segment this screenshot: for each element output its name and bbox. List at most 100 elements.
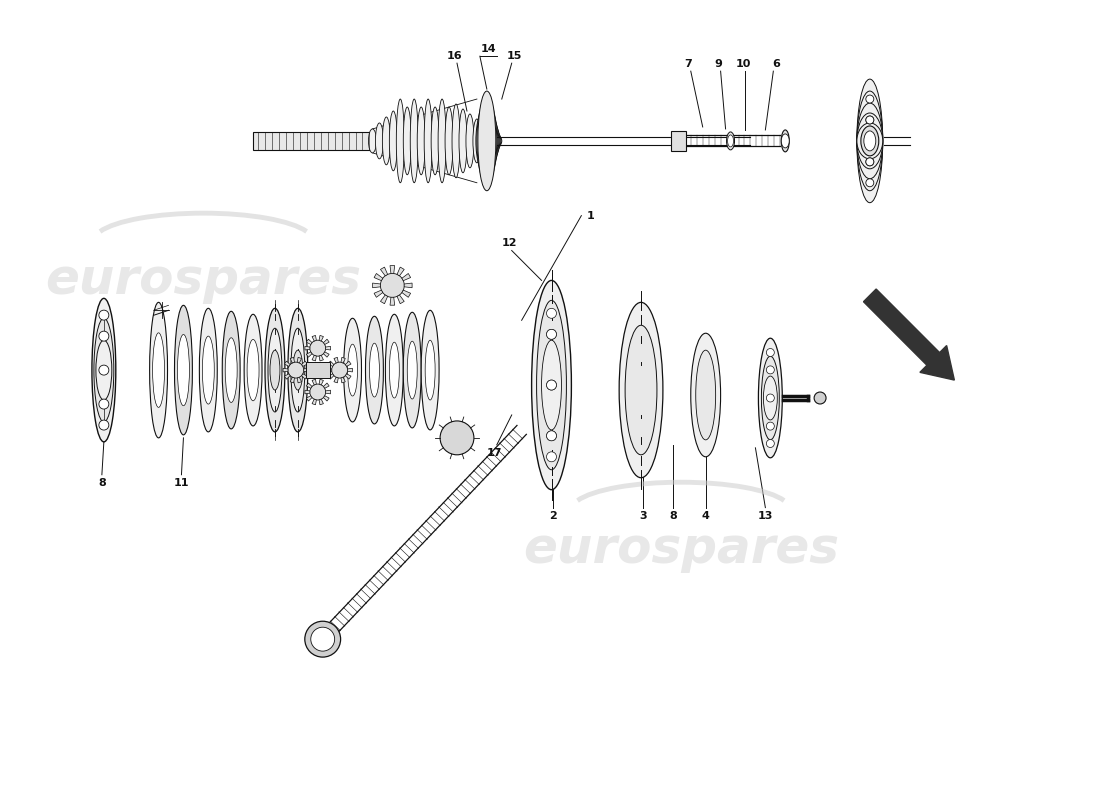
Ellipse shape: [866, 178, 873, 186]
Ellipse shape: [547, 330, 557, 339]
Text: 6: 6: [772, 59, 780, 69]
Ellipse shape: [625, 326, 657, 455]
Ellipse shape: [425, 99, 432, 182]
Ellipse shape: [452, 104, 460, 178]
Polygon shape: [327, 368, 332, 372]
Ellipse shape: [375, 123, 384, 159]
Ellipse shape: [767, 422, 774, 430]
Polygon shape: [312, 399, 317, 405]
Polygon shape: [345, 374, 351, 379]
Circle shape: [288, 362, 304, 378]
Polygon shape: [390, 266, 395, 274]
Ellipse shape: [202, 336, 215, 404]
Polygon shape: [312, 355, 317, 361]
Ellipse shape: [814, 392, 826, 404]
Polygon shape: [312, 379, 317, 385]
Ellipse shape: [368, 129, 376, 153]
Text: 5: 5: [539, 302, 547, 312]
Text: 17: 17: [487, 448, 503, 458]
Ellipse shape: [531, 281, 571, 490]
Ellipse shape: [857, 123, 883, 159]
Ellipse shape: [293, 350, 303, 390]
Circle shape: [381, 274, 405, 298]
Ellipse shape: [477, 91, 496, 190]
Ellipse shape: [365, 316, 384, 424]
Text: 8: 8: [669, 510, 676, 521]
Ellipse shape: [727, 135, 734, 147]
Ellipse shape: [410, 99, 418, 182]
Polygon shape: [319, 355, 323, 361]
Polygon shape: [323, 383, 329, 388]
Ellipse shape: [547, 380, 557, 390]
Polygon shape: [397, 267, 404, 276]
Polygon shape: [319, 335, 323, 341]
Ellipse shape: [473, 119, 481, 163]
Text: 15: 15: [507, 51, 522, 61]
Ellipse shape: [92, 298, 116, 442]
Text: 16: 16: [447, 51, 462, 61]
Polygon shape: [283, 368, 288, 372]
Ellipse shape: [474, 119, 499, 163]
Text: 3: 3: [639, 510, 647, 521]
Polygon shape: [306, 352, 312, 357]
Ellipse shape: [417, 107, 426, 174]
Ellipse shape: [547, 380, 557, 390]
FancyArrow shape: [864, 289, 955, 380]
Ellipse shape: [244, 314, 262, 426]
Polygon shape: [285, 374, 290, 379]
Ellipse shape: [99, 331, 109, 341]
Polygon shape: [348, 368, 352, 372]
Polygon shape: [345, 361, 351, 366]
Ellipse shape: [265, 308, 285, 432]
Ellipse shape: [94, 318, 113, 422]
Polygon shape: [381, 295, 387, 304]
Ellipse shape: [619, 302, 663, 478]
Ellipse shape: [547, 431, 557, 441]
Ellipse shape: [290, 328, 305, 412]
Ellipse shape: [866, 158, 873, 166]
Ellipse shape: [727, 132, 735, 150]
Ellipse shape: [426, 340, 436, 400]
Ellipse shape: [343, 318, 362, 422]
Polygon shape: [301, 361, 307, 366]
Polygon shape: [305, 390, 310, 394]
Ellipse shape: [781, 134, 789, 148]
Text: 11: 11: [174, 478, 189, 488]
Ellipse shape: [864, 131, 876, 151]
Polygon shape: [312, 335, 317, 341]
Polygon shape: [328, 374, 334, 379]
Ellipse shape: [407, 342, 417, 399]
Text: 2: 2: [550, 510, 558, 521]
Ellipse shape: [446, 107, 453, 174]
Ellipse shape: [758, 338, 782, 458]
Bar: [253, 132, 373, 150]
Text: 9: 9: [715, 59, 723, 69]
Ellipse shape: [767, 349, 774, 357]
Polygon shape: [341, 378, 345, 383]
Ellipse shape: [857, 103, 883, 178]
Ellipse shape: [866, 116, 873, 124]
Ellipse shape: [404, 107, 411, 174]
Polygon shape: [297, 378, 301, 383]
Ellipse shape: [767, 439, 774, 447]
Ellipse shape: [476, 106, 498, 176]
Text: 12: 12: [502, 238, 517, 247]
Ellipse shape: [311, 627, 334, 651]
Polygon shape: [323, 396, 329, 401]
Polygon shape: [334, 358, 339, 363]
Ellipse shape: [541, 340, 561, 430]
Ellipse shape: [421, 310, 439, 430]
Ellipse shape: [389, 111, 397, 170]
Ellipse shape: [475, 113, 498, 169]
Ellipse shape: [99, 399, 109, 409]
Ellipse shape: [175, 306, 192, 435]
Bar: [306, 362, 330, 378]
Polygon shape: [323, 352, 329, 357]
Polygon shape: [297, 358, 301, 363]
Ellipse shape: [691, 334, 720, 457]
Polygon shape: [390, 298, 395, 305]
Polygon shape: [290, 378, 295, 383]
Polygon shape: [374, 290, 383, 298]
Ellipse shape: [438, 99, 447, 182]
Ellipse shape: [150, 302, 167, 438]
